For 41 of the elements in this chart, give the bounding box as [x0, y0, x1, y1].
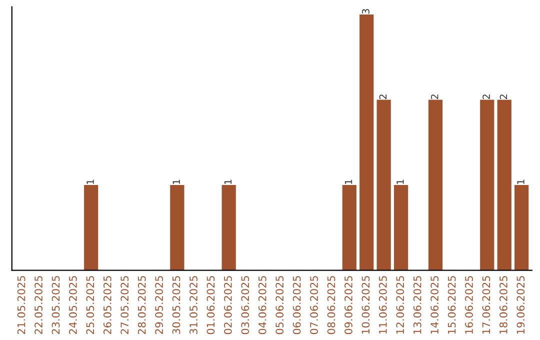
x-tick-label: 31.05.2025 [190, 276, 198, 334]
x-tick-label: 23.05.2025 [52, 276, 60, 334]
data-label: 2 [500, 94, 508, 100]
data-label: 2 [482, 94, 490, 100]
x-tick-label: 07.06.2025 [310, 276, 318, 334]
x-tick-label: 03.06.2025 [241, 276, 250, 334]
x-tick-label: 15.06.2025 [448, 276, 456, 334]
x-tick-label: 13.06.2025 [413, 276, 422, 334]
x-tick-label: 29.05.2025 [155, 276, 163, 334]
x-tick-label: 18.06.2025 [499, 276, 508, 334]
x-tick-label: 24.05.2025 [69, 276, 77, 334]
x-tick-label: 25.05.2025 [86, 276, 94, 334]
x-tick-label: 10.06.2025 [362, 276, 370, 334]
x-tick-label: 28.05.2025 [138, 276, 146, 334]
x-tick-label: 12.06.2025 [396, 276, 404, 334]
x-tick-label: 05.06.2025 [276, 276, 284, 334]
data-label: 1 [224, 180, 232, 184]
x-tick-label: 16.06.2025 [465, 276, 473, 334]
data-label: 2 [430, 94, 438, 100]
x-tick-label: 11.06.2025 [378, 276, 387, 334]
x-tick-label: 04.06.2025 [258, 276, 266, 334]
data-label: 2 [379, 94, 386, 100]
x-tick-label: 30.05.2025 [172, 276, 180, 334]
x-tick-label: 22.05.2025 [34, 276, 42, 334]
x-tick-label: 06.06.2025 [292, 276, 301, 334]
x-tick-label: 01.06.2025 [206, 276, 215, 334]
x-tick-label: 09.06.2025 [344, 276, 352, 334]
data-label: 1 [344, 180, 352, 184]
x-tick-label: 02.06.2025 [224, 276, 232, 334]
x-tick-label: 17.06.2025 [482, 276, 490, 334]
x-tick-label: 27.05.2025 [120, 276, 129, 334]
x-tick-label: 26.05.2025 [103, 276, 112, 334]
x-tick-label: 19.06.2025 [516, 276, 525, 334]
data-label: 1 [172, 180, 180, 184]
x-tick-label: 14.06.2025 [430, 276, 438, 334]
data-label: 1 [86, 180, 94, 184]
data-label: 3 [362, 9, 370, 14]
data-label: 1 [396, 180, 404, 184]
x-tick-label: 21.05.2025 [17, 276, 26, 334]
data-label: 1 [517, 180, 524, 184]
x-tick-label: 08.06.2025 [327, 276, 336, 334]
